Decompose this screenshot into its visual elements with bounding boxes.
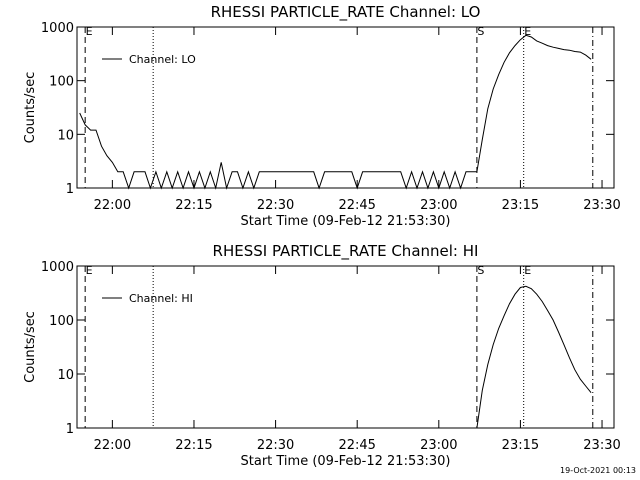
event-label: E (86, 264, 93, 277)
y-tick-label: 100 (49, 314, 74, 329)
x-tick-label: 23:00 (420, 438, 457, 453)
data-line (476, 285, 592, 429)
data-line (79, 34, 592, 190)
event-label: E (524, 25, 531, 38)
legend-label: Channel: HI (129, 292, 193, 305)
y-axis-label: Counts/sec (23, 72, 38, 144)
legend-label: Channel: LO (129, 53, 196, 66)
x-tick-label: 23:00 (420, 198, 457, 213)
x-tick-label: 23:30 (583, 438, 620, 453)
x-axis-label: Start Time (09-Feb-12 21:53:30) (241, 454, 451, 469)
event-label: S (477, 25, 484, 38)
x-tick-label: 22:45 (338, 198, 375, 213)
y-tick-label: 10 (57, 368, 74, 383)
plot-frame (76, 265, 615, 429)
chart-title: RHESSI PARTICLE_RATE Channel: HI (213, 242, 479, 261)
x-tick-label: 22:15 (175, 198, 212, 213)
x-tick-label: 22:00 (94, 438, 131, 453)
chart-title: RHESSI PARTICLE_RATE Channel: LO (211, 3, 481, 22)
y-tick-label: 1000 (41, 21, 74, 36)
plot-frame (76, 26, 615, 189)
x-tick-label: 22:00 (94, 198, 131, 213)
event-label: E (86, 25, 93, 38)
event-label: S (477, 264, 484, 277)
x-tick-label: 22:30 (257, 198, 294, 213)
x-tick-label: 23:30 (583, 198, 620, 213)
x-tick-label: 22:45 (338, 438, 375, 453)
y-tick-label: 1000 (41, 260, 74, 275)
x-axis-label: Start Time (09-Feb-12 21:53:30) (241, 214, 451, 229)
y-tick-label: 10 (57, 128, 74, 143)
footer: 19-Oct-2021 00:13 (560, 466, 636, 475)
x-tick-label: 23:15 (502, 438, 539, 453)
y-tick-label: 1 (66, 182, 74, 197)
x-tick-label: 22:30 (257, 438, 294, 453)
x-tick-label: 22:15 (175, 438, 212, 453)
x-tick-label: 23:15 (502, 198, 539, 213)
y-tick-label: 1 (66, 422, 74, 437)
y-tick-label: 100 (49, 75, 74, 90)
y-axis-label: Counts/sec (23, 311, 38, 383)
event-label: E (524, 264, 531, 277)
